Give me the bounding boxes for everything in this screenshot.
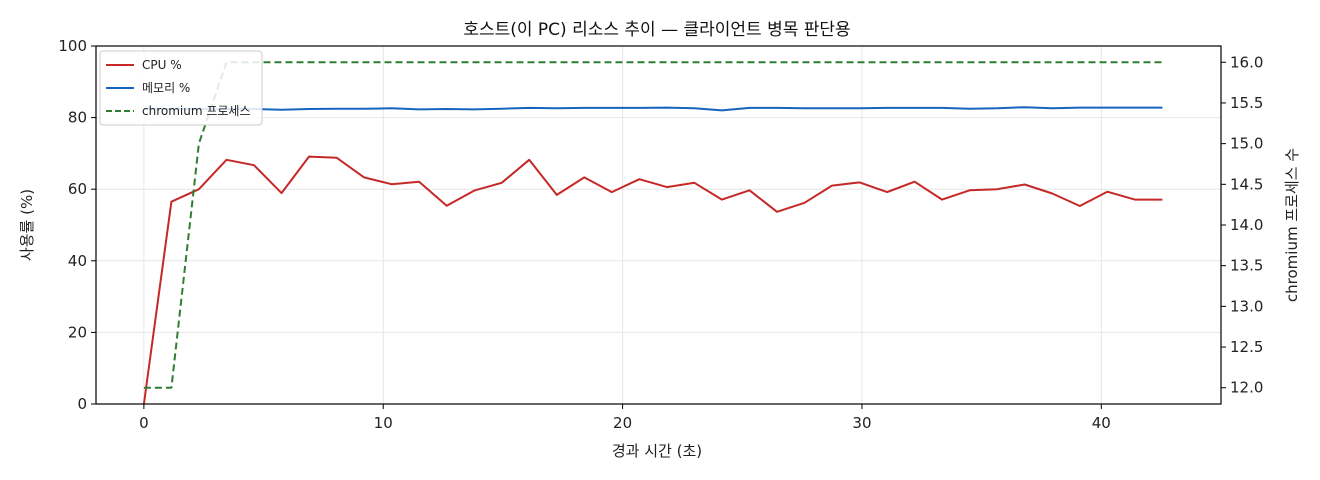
legend-label-0: CPU % bbox=[142, 58, 182, 72]
y2-axis-ticks: 12.0 12.5 13.0 13.5 14.0 14.5 15.0 15.5 16.0 bbox=[1221, 53, 1263, 397]
series-line-2 bbox=[143, 61, 1163, 389]
series-lines bbox=[142, 61, 1163, 405]
legend-label-2: chromium 프로세스 bbox=[142, 104, 251, 118]
legend: CPU % 메모리 % chromium 프로세스 bbox=[99, 50, 263, 126]
y-tick-label: 0 bbox=[77, 395, 87, 413]
x-tick-label: 40 bbox=[1092, 414, 1111, 432]
plot-frame bbox=[95, 45, 1222, 405]
y2-tick-label: 15.5 bbox=[1230, 94, 1263, 112]
y2-tick-label: 14.0 bbox=[1230, 216, 1263, 234]
y-tick-label: 80 bbox=[68, 109, 87, 127]
x-tick-label: 10 bbox=[374, 414, 393, 432]
y-axis-label: 사용률 (%) bbox=[18, 189, 36, 261]
y-tick-label: 100 bbox=[58, 37, 87, 55]
x-tick-label: 20 bbox=[613, 414, 632, 432]
x-tick-label: 0 bbox=[139, 414, 149, 432]
series-line-0 bbox=[142, 155, 1163, 405]
y2-tick-label: 12.0 bbox=[1230, 379, 1263, 397]
y2-tick-label: 15.0 bbox=[1230, 135, 1263, 153]
grid-lines bbox=[96, 45, 1221, 405]
series-line-1 bbox=[143, 106, 1163, 112]
legend-box bbox=[99, 50, 263, 126]
chart-title: 호스트(이 PC) 리소스 추이 — 클라이언트 병목 판단용 bbox=[463, 20, 850, 40]
y2-tick-label: 13.0 bbox=[1230, 297, 1263, 315]
y2-tick-label: 13.5 bbox=[1230, 257, 1263, 275]
y2-tick-label: 14.5 bbox=[1230, 175, 1263, 193]
y2-axis-label: chromium 프로세스 수 bbox=[1283, 148, 1301, 302]
x-tick-label: 30 bbox=[852, 414, 871, 432]
y-tick-label: 40 bbox=[68, 252, 87, 270]
y-axis-ticks: 0 20 40 60 80 100 bbox=[58, 37, 96, 413]
y2-tick-label: 16.0 bbox=[1230, 53, 1263, 71]
x-axis-ticks: 0 10 20 30 40 bbox=[139, 404, 1111, 432]
y-tick-label: 20 bbox=[68, 323, 87, 341]
legend-label-1: 메모리 % bbox=[142, 81, 190, 95]
y-tick-label: 60 bbox=[68, 180, 87, 198]
y2-tick-label: 12.5 bbox=[1230, 338, 1263, 356]
x-axis-label: 경과 시간 (초) bbox=[612, 442, 702, 460]
